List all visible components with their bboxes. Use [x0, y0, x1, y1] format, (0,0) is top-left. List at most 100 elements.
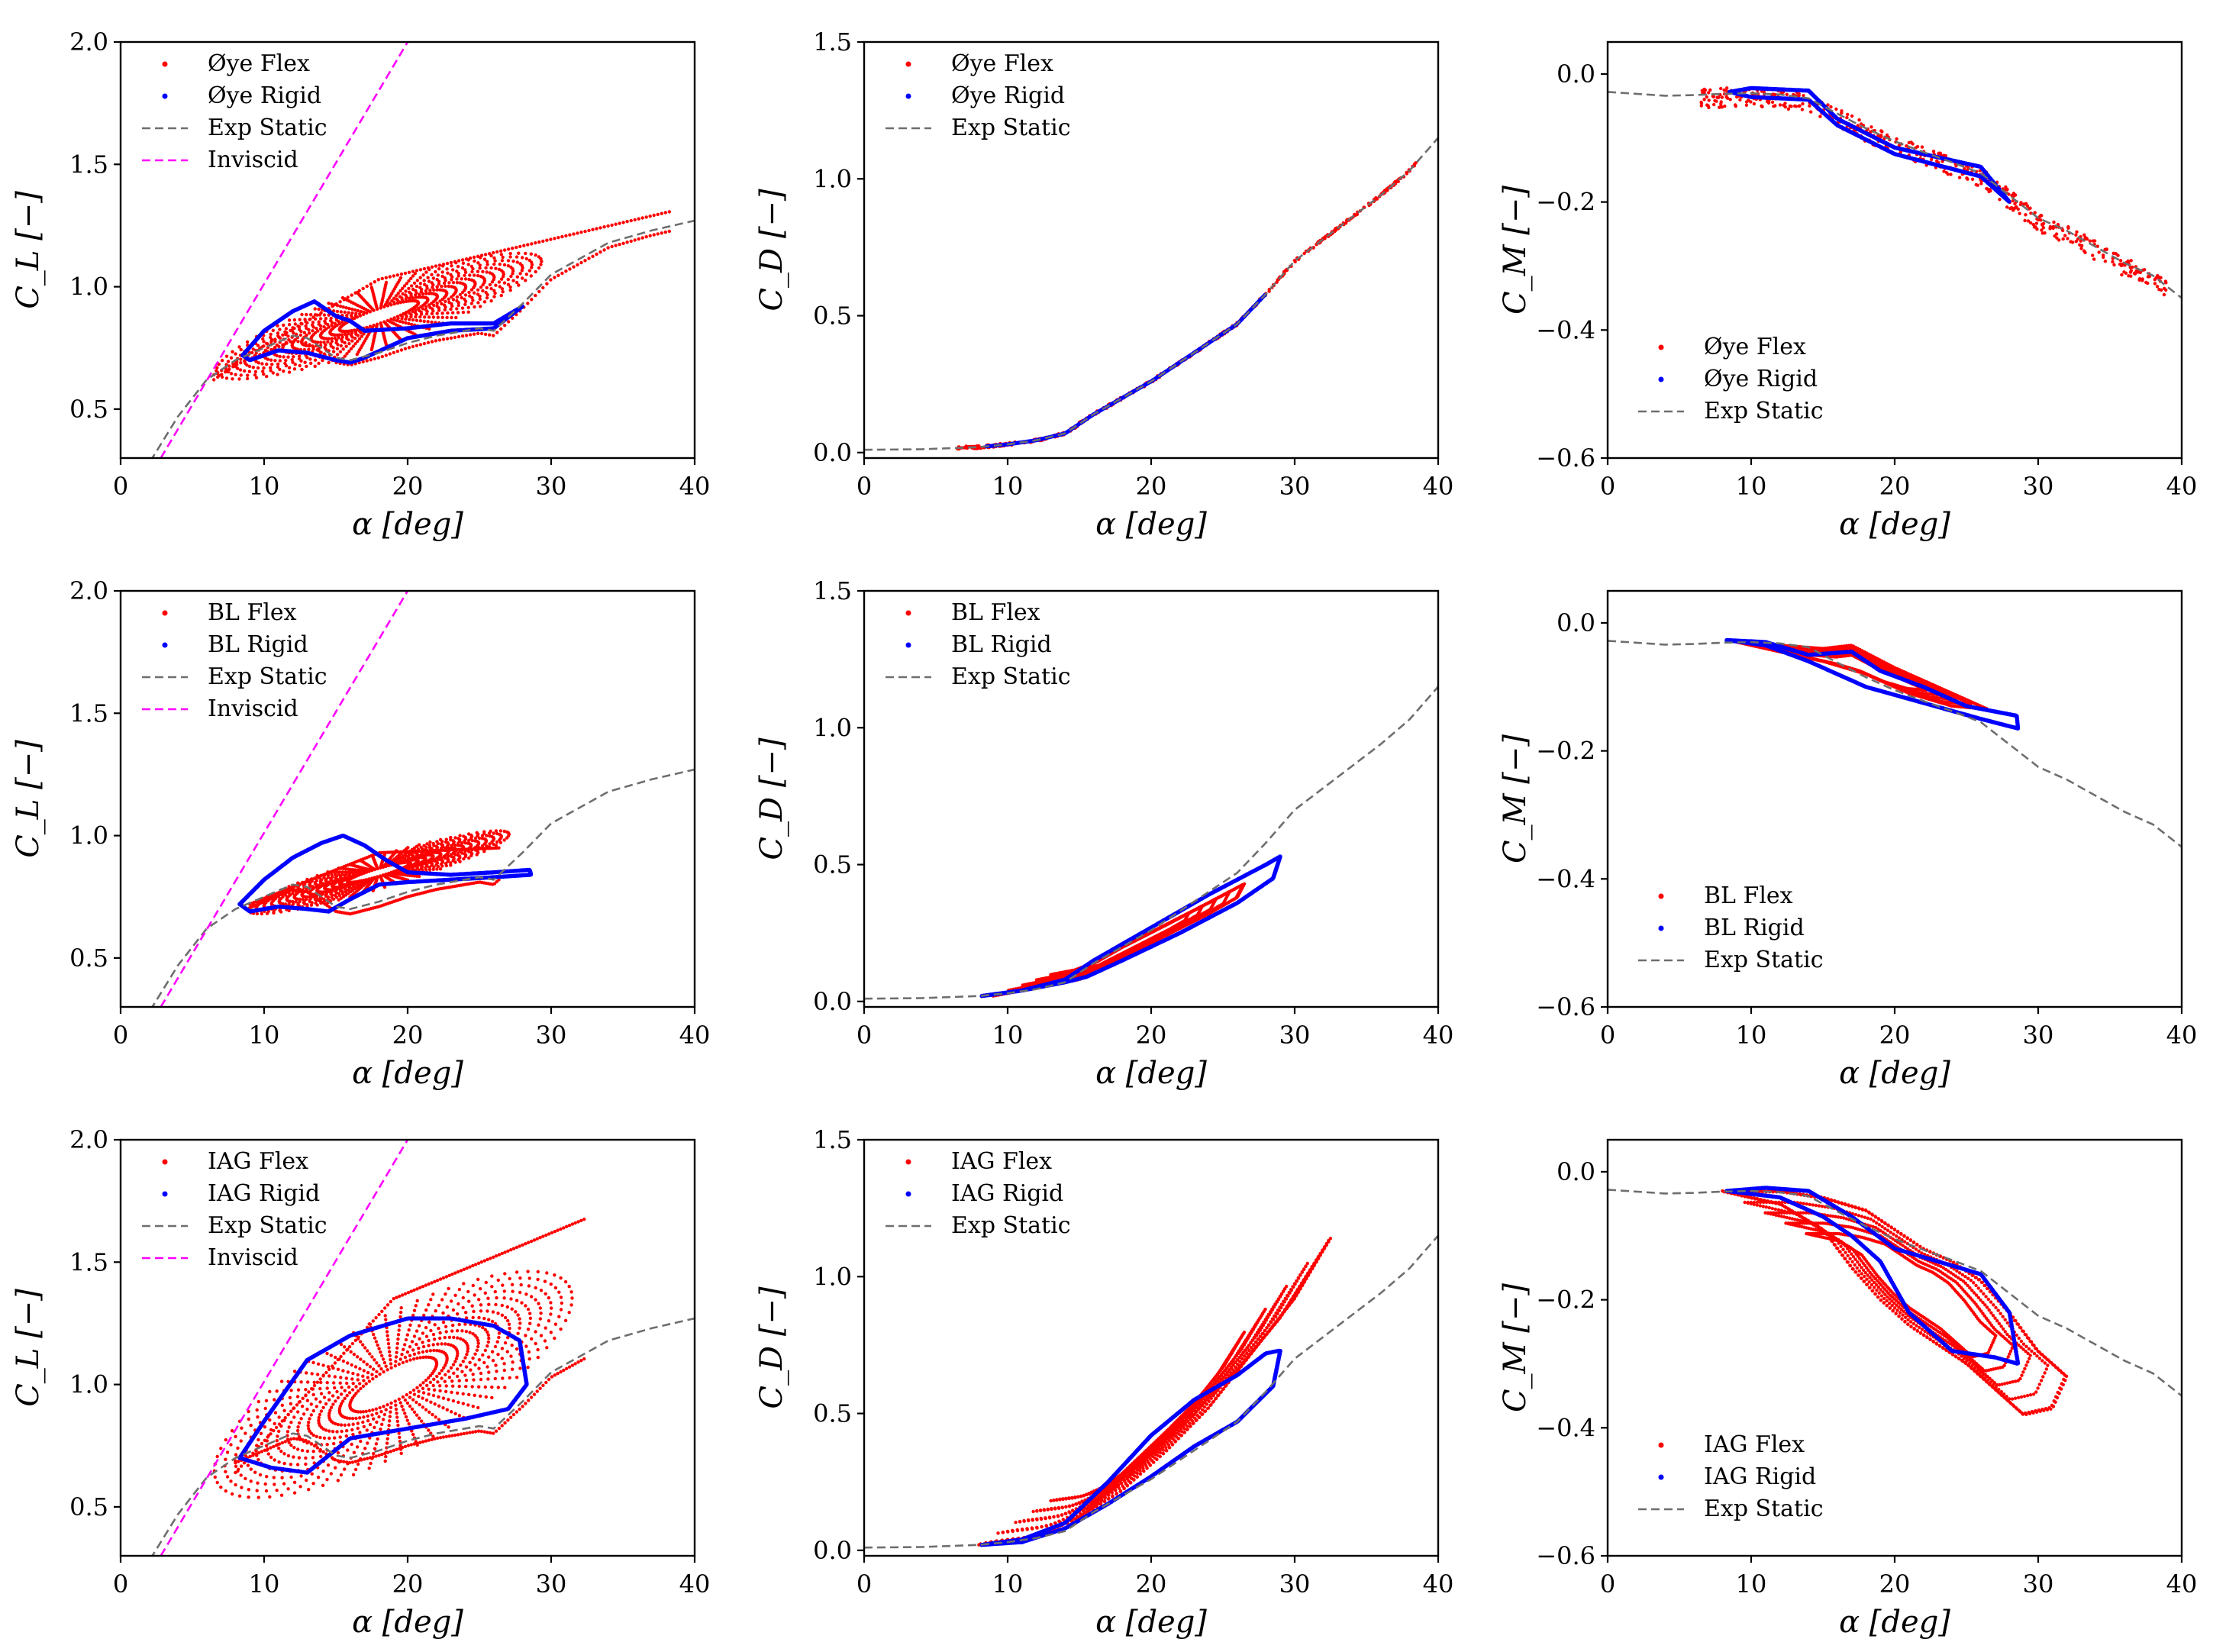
flex-point — [419, 282, 422, 285]
flex-point — [260, 362, 263, 365]
flex-point — [621, 221, 624, 224]
flex-point — [1707, 106, 1710, 109]
flex-point — [484, 841, 487, 844]
flex-point — [299, 360, 302, 363]
legend-label: Øye Flex — [1704, 334, 1806, 360]
legend-label: Øye Rigid — [951, 82, 1065, 109]
flex-point — [272, 912, 275, 915]
flex-point — [385, 281, 388, 284]
flex-point — [330, 317, 333, 320]
flex-point — [246, 374, 249, 377]
flex-point — [446, 272, 449, 275]
flex-point — [498, 280, 501, 283]
flex-point — [230, 357, 233, 360]
flex-point — [495, 331, 498, 334]
flex-point — [426, 276, 429, 279]
subplot-øye-cl: 0 10 20 30 400.51.01.52.0α [deg]C_L [−]Øye F… — [11, 27, 710, 542]
flex-point — [347, 311, 350, 314]
flex-point — [252, 366, 255, 369]
flex-point — [2138, 279, 2141, 282]
flex-point — [498, 268, 501, 271]
flex-point — [482, 830, 486, 833]
flex-point — [526, 302, 529, 305]
flex-point — [1738, 98, 1741, 102]
flex-point — [257, 361, 260, 364]
flex-point — [319, 351, 322, 354]
flex-point — [2043, 231, 2046, 234]
flex-point — [418, 286, 421, 289]
flex-point — [464, 293, 467, 296]
flex-point — [530, 242, 533, 245]
flex-point — [446, 311, 449, 315]
flex-point — [404, 272, 407, 275]
flex-point — [279, 355, 282, 358]
flex-point — [239, 361, 242, 364]
flex-point — [432, 315, 435, 318]
flex-point — [645, 215, 648, 218]
flex-point — [356, 334, 360, 337]
flex-point — [467, 278, 470, 281]
flex-point — [1834, 108, 1837, 111]
flex-point — [304, 341, 307, 344]
flex-point — [454, 290, 457, 293]
flex-point — [489, 299, 492, 302]
flex-point — [2005, 188, 2008, 191]
flex-point — [2039, 218, 2042, 221]
flex-point — [255, 376, 258, 379]
flex-point — [311, 346, 315, 349]
flex-point — [653, 233, 656, 236]
flex-point — [377, 357, 380, 360]
flex-point — [270, 363, 273, 366]
flex-point — [2048, 227, 2051, 230]
flex-point — [1721, 95, 1724, 98]
flex-point — [347, 295, 350, 298]
x-tick-label: 20 — [392, 472, 424, 501]
flex-point — [560, 235, 563, 238]
flex-point — [370, 286, 373, 289]
flex-point — [413, 282, 416, 285]
flex-point — [1716, 96, 1719, 99]
flex-point — [424, 305, 427, 308]
flex-point — [486, 263, 489, 266]
x-tick-label: 10 — [992, 472, 1024, 501]
flex-point — [2156, 285, 2159, 288]
flex-point — [276, 373, 279, 376]
flex-point — [451, 268, 454, 271]
flex-point — [511, 247, 514, 250]
flex-point — [1772, 105, 1775, 108]
flex-point — [276, 331, 279, 334]
subplot-øye-cd: 0 10 20 30 400.00.51.01.5α [deg]C_D [−]Øye F… — [754, 27, 1453, 542]
flex-point — [591, 228, 594, 231]
flex-point — [288, 366, 291, 369]
flex-point — [299, 334, 302, 337]
flex-point — [427, 266, 430, 269]
flex-point — [467, 306, 470, 309]
flex-point — [461, 334, 464, 337]
flex-point — [437, 273, 440, 276]
flex-point — [488, 834, 491, 837]
flex-point — [461, 266, 464, 269]
flex-point — [553, 237, 556, 240]
flex-point — [425, 312, 428, 315]
flex-point — [418, 315, 421, 318]
flex-point — [461, 306, 464, 309]
flex-point — [479, 275, 482, 278]
flex-point — [503, 324, 506, 327]
flex-point — [499, 829, 502, 832]
flex-point — [246, 377, 249, 380]
flex-point — [602, 225, 605, 228]
flex-point — [1976, 184, 1979, 187]
flex-point — [2112, 263, 2115, 266]
flex-point — [587, 229, 590, 232]
flex-point — [340, 344, 343, 347]
exp-static-line — [864, 138, 1438, 450]
flex-point — [492, 838, 495, 841]
flex-point — [445, 267, 448, 270]
flex-point — [534, 253, 537, 257]
flex-point — [307, 348, 310, 351]
flex-point — [330, 873, 333, 876]
flex-point — [292, 339, 295, 342]
flex-point — [432, 868, 435, 871]
flex-point — [625, 240, 628, 244]
flex-point — [278, 368, 281, 371]
